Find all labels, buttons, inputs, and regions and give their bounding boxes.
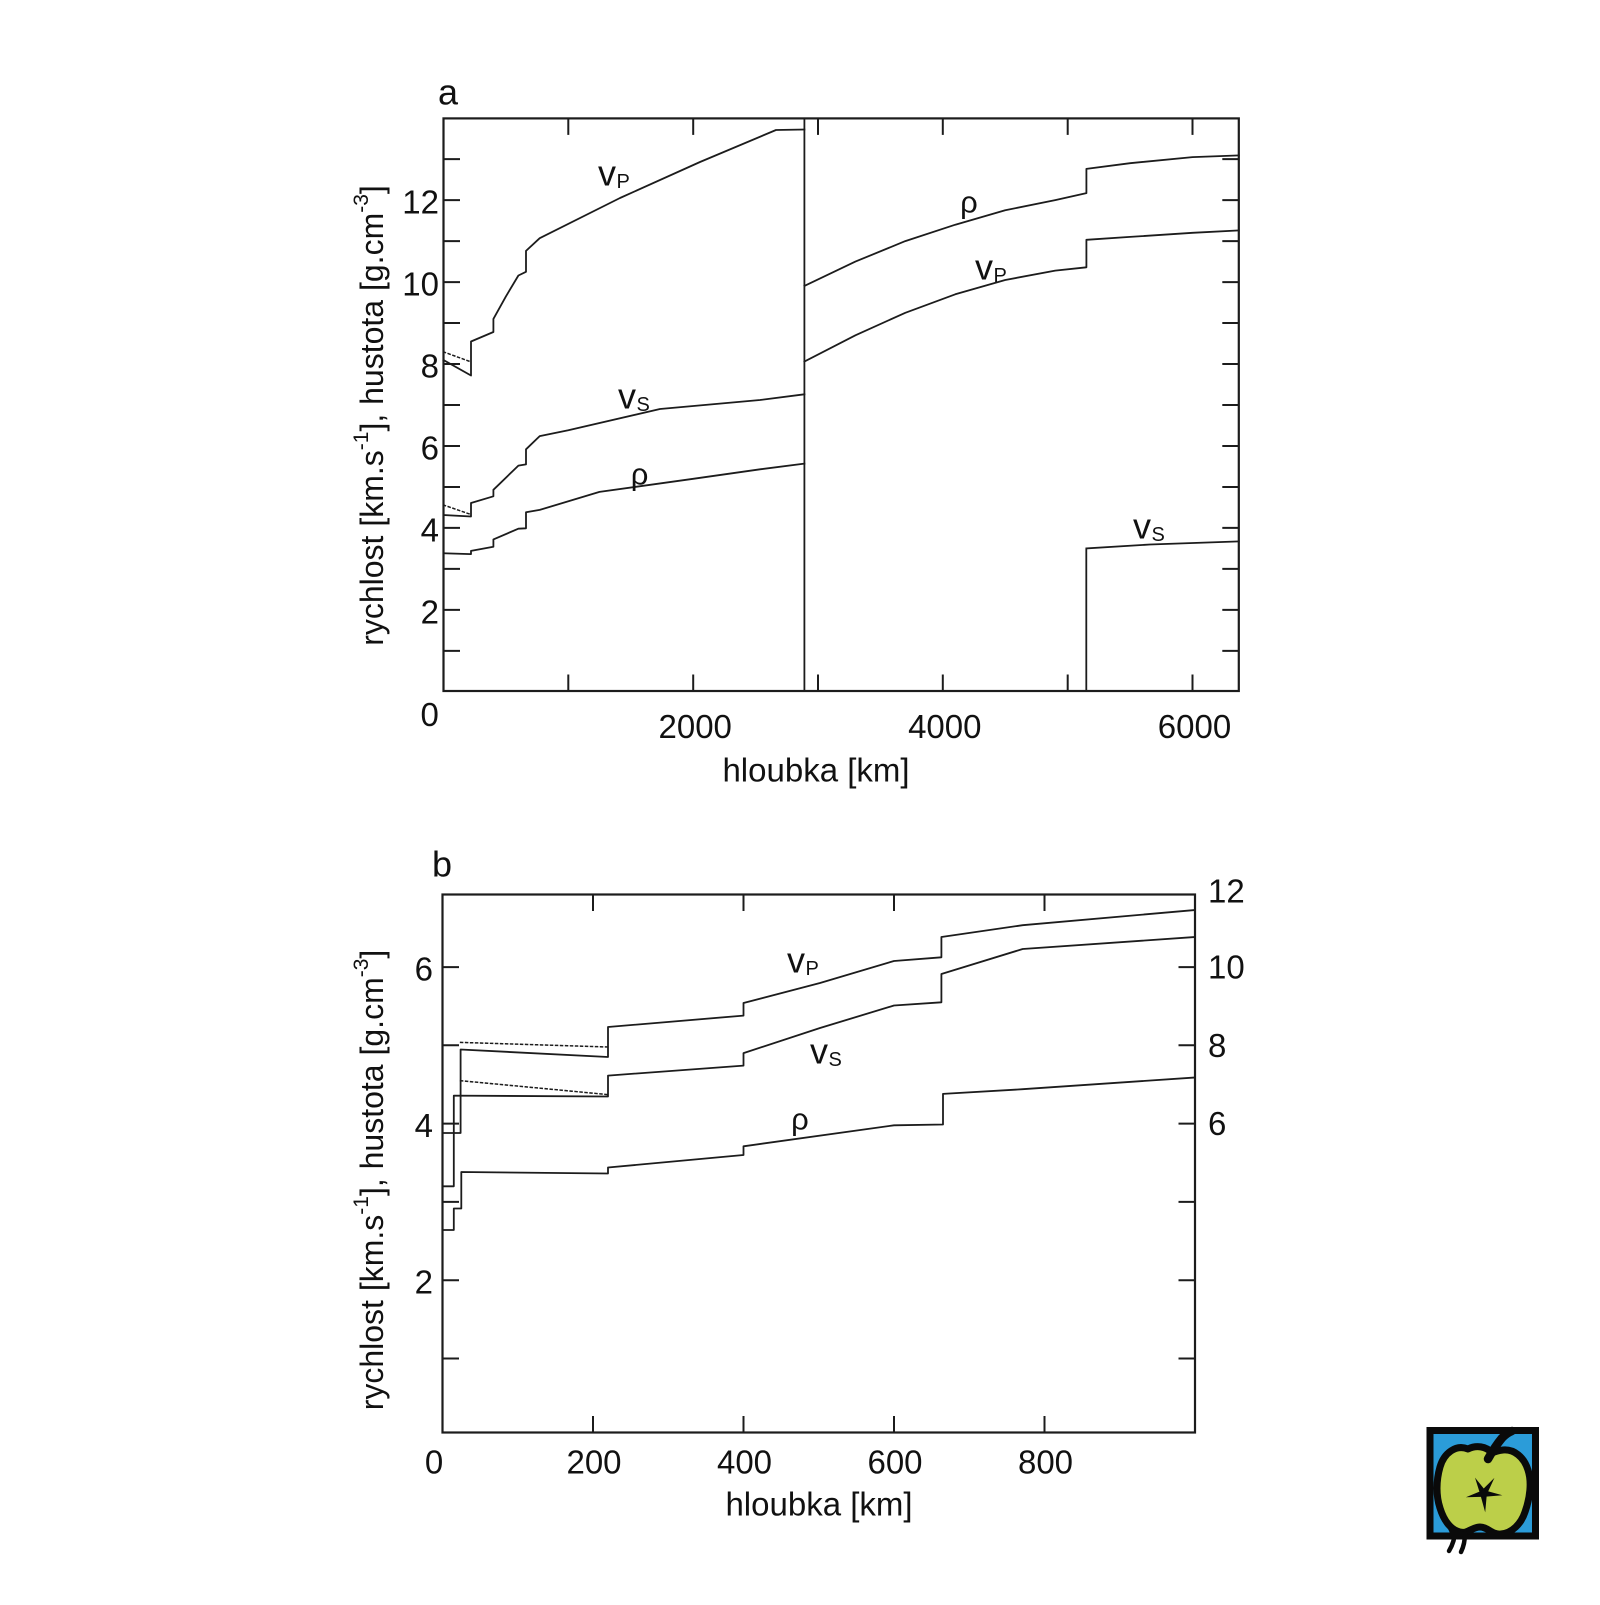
svg-text:ρ: ρ <box>960 185 978 220</box>
svg-text:rychlost [km.s-1], hustota [g.: rychlost [km.s-1], hustota [g.cm-3] <box>350 185 391 646</box>
svg-text:6: 6 <box>421 430 439 467</box>
svg-text:6: 6 <box>415 951 433 988</box>
svg-text:v: v <box>975 247 993 288</box>
svg-text:ρ: ρ <box>791 1102 809 1137</box>
svg-text:10: 10 <box>402 266 439 303</box>
svg-text:P: P <box>806 958 819 980</box>
svg-text:12: 12 <box>402 184 439 221</box>
svg-text:S: S <box>1152 524 1165 546</box>
svg-text:200: 200 <box>566 1444 621 1481</box>
svg-text:800: 800 <box>1018 1444 1073 1481</box>
svg-text:6000: 6000 <box>1158 708 1231 745</box>
svg-text:ρ: ρ <box>631 457 649 492</box>
svg-text:rychlost [km.s-1], hustota [g.: rychlost [km.s-1], hustota [g.cm-3] <box>350 950 391 1411</box>
svg-text:4: 4 <box>415 1107 433 1144</box>
svg-text:600: 600 <box>867 1444 922 1481</box>
svg-text:2: 2 <box>415 1264 433 1301</box>
svg-text:hloubka [km]: hloubka [km] <box>725 1486 912 1523</box>
svg-text:4000: 4000 <box>908 708 981 745</box>
svg-text:8: 8 <box>421 348 439 385</box>
svg-text:a: a <box>438 72 459 113</box>
svg-text:6: 6 <box>1208 1105 1226 1142</box>
svg-text:v: v <box>787 940 805 981</box>
svg-text:10: 10 <box>1208 949 1245 986</box>
svg-text:2: 2 <box>421 593 439 630</box>
svg-text:P: P <box>994 265 1007 287</box>
svg-text:400: 400 <box>717 1444 772 1481</box>
svg-text:v: v <box>618 376 636 417</box>
svg-text:P: P <box>617 171 630 193</box>
svg-text:hloubka [km]: hloubka [km] <box>722 752 909 789</box>
svg-text:S: S <box>637 394 650 416</box>
svg-text:v: v <box>1133 506 1151 547</box>
svg-text:8: 8 <box>1208 1027 1226 1064</box>
svg-text:0: 0 <box>421 696 439 733</box>
svg-text:12: 12 <box>1208 873 1245 910</box>
svg-text:2000: 2000 <box>658 708 731 745</box>
svg-text:v: v <box>810 1031 828 1072</box>
svg-text:S: S <box>829 1049 842 1071</box>
svg-text:b: b <box>432 844 452 885</box>
svg-text:v: v <box>598 153 616 194</box>
svg-text:0: 0 <box>425 1444 443 1481</box>
svg-text:4: 4 <box>421 511 439 548</box>
